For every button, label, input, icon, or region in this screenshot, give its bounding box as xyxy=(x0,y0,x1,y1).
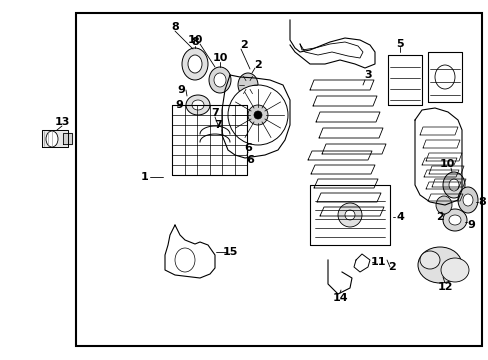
Polygon shape xyxy=(428,166,463,174)
Text: 3: 3 xyxy=(364,70,371,80)
Polygon shape xyxy=(431,179,465,187)
Ellipse shape xyxy=(214,73,225,87)
Text: 8: 8 xyxy=(171,22,179,32)
Ellipse shape xyxy=(238,73,258,97)
Ellipse shape xyxy=(192,100,203,110)
Polygon shape xyxy=(307,151,371,160)
Text: 7: 7 xyxy=(211,108,219,118)
Text: 2: 2 xyxy=(435,212,443,222)
Polygon shape xyxy=(319,207,383,216)
Text: 10: 10 xyxy=(438,159,454,169)
Polygon shape xyxy=(427,194,462,201)
Polygon shape xyxy=(315,112,379,122)
Polygon shape xyxy=(422,140,459,148)
Ellipse shape xyxy=(440,258,468,282)
Polygon shape xyxy=(414,108,461,205)
Ellipse shape xyxy=(448,179,458,191)
Text: 6: 6 xyxy=(245,155,253,165)
Ellipse shape xyxy=(247,105,267,125)
Ellipse shape xyxy=(457,187,477,213)
Polygon shape xyxy=(425,182,460,189)
Ellipse shape xyxy=(345,210,354,220)
Ellipse shape xyxy=(462,194,472,206)
Ellipse shape xyxy=(337,203,361,227)
Text: 13: 13 xyxy=(54,117,70,127)
Text: 4: 4 xyxy=(395,212,403,222)
Polygon shape xyxy=(421,158,456,165)
Text: 9: 9 xyxy=(177,85,184,95)
Ellipse shape xyxy=(185,95,209,115)
Text: 15: 15 xyxy=(222,247,237,257)
Ellipse shape xyxy=(434,65,454,89)
Polygon shape xyxy=(309,185,389,245)
Polygon shape xyxy=(321,144,385,154)
Text: 2: 2 xyxy=(254,60,262,70)
Text: 1: 1 xyxy=(140,172,148,182)
Polygon shape xyxy=(42,130,68,147)
Ellipse shape xyxy=(442,172,464,198)
Polygon shape xyxy=(310,165,374,174)
Ellipse shape xyxy=(253,111,262,119)
Text: 9: 9 xyxy=(175,100,183,110)
Polygon shape xyxy=(309,80,373,90)
Polygon shape xyxy=(419,127,457,135)
Polygon shape xyxy=(423,170,458,177)
Bar xyxy=(76,13,481,346)
Polygon shape xyxy=(63,133,72,144)
Text: 2: 2 xyxy=(387,262,395,272)
Ellipse shape xyxy=(435,196,451,214)
Text: 8: 8 xyxy=(191,37,199,47)
Ellipse shape xyxy=(46,131,58,147)
Ellipse shape xyxy=(448,215,460,225)
Ellipse shape xyxy=(419,251,439,269)
Polygon shape xyxy=(316,193,380,202)
Text: 12: 12 xyxy=(436,282,452,292)
Ellipse shape xyxy=(417,247,461,283)
Text: 2: 2 xyxy=(240,40,247,50)
Text: 10: 10 xyxy=(212,53,227,63)
Ellipse shape xyxy=(227,85,287,145)
Text: 7: 7 xyxy=(214,120,222,130)
Polygon shape xyxy=(313,179,377,188)
Text: 14: 14 xyxy=(331,293,347,303)
Text: 11: 11 xyxy=(369,257,385,267)
Ellipse shape xyxy=(182,48,207,80)
Polygon shape xyxy=(427,52,461,102)
Polygon shape xyxy=(318,128,382,138)
Polygon shape xyxy=(387,55,421,105)
Text: 9: 9 xyxy=(466,220,474,230)
Text: 5: 5 xyxy=(395,39,403,49)
Text: 6: 6 xyxy=(244,143,251,153)
Ellipse shape xyxy=(442,209,466,231)
Polygon shape xyxy=(312,96,376,106)
Text: 10: 10 xyxy=(187,35,202,45)
Text: 8: 8 xyxy=(477,197,485,207)
Polygon shape xyxy=(425,153,461,161)
Ellipse shape xyxy=(208,67,230,93)
Ellipse shape xyxy=(187,55,202,73)
